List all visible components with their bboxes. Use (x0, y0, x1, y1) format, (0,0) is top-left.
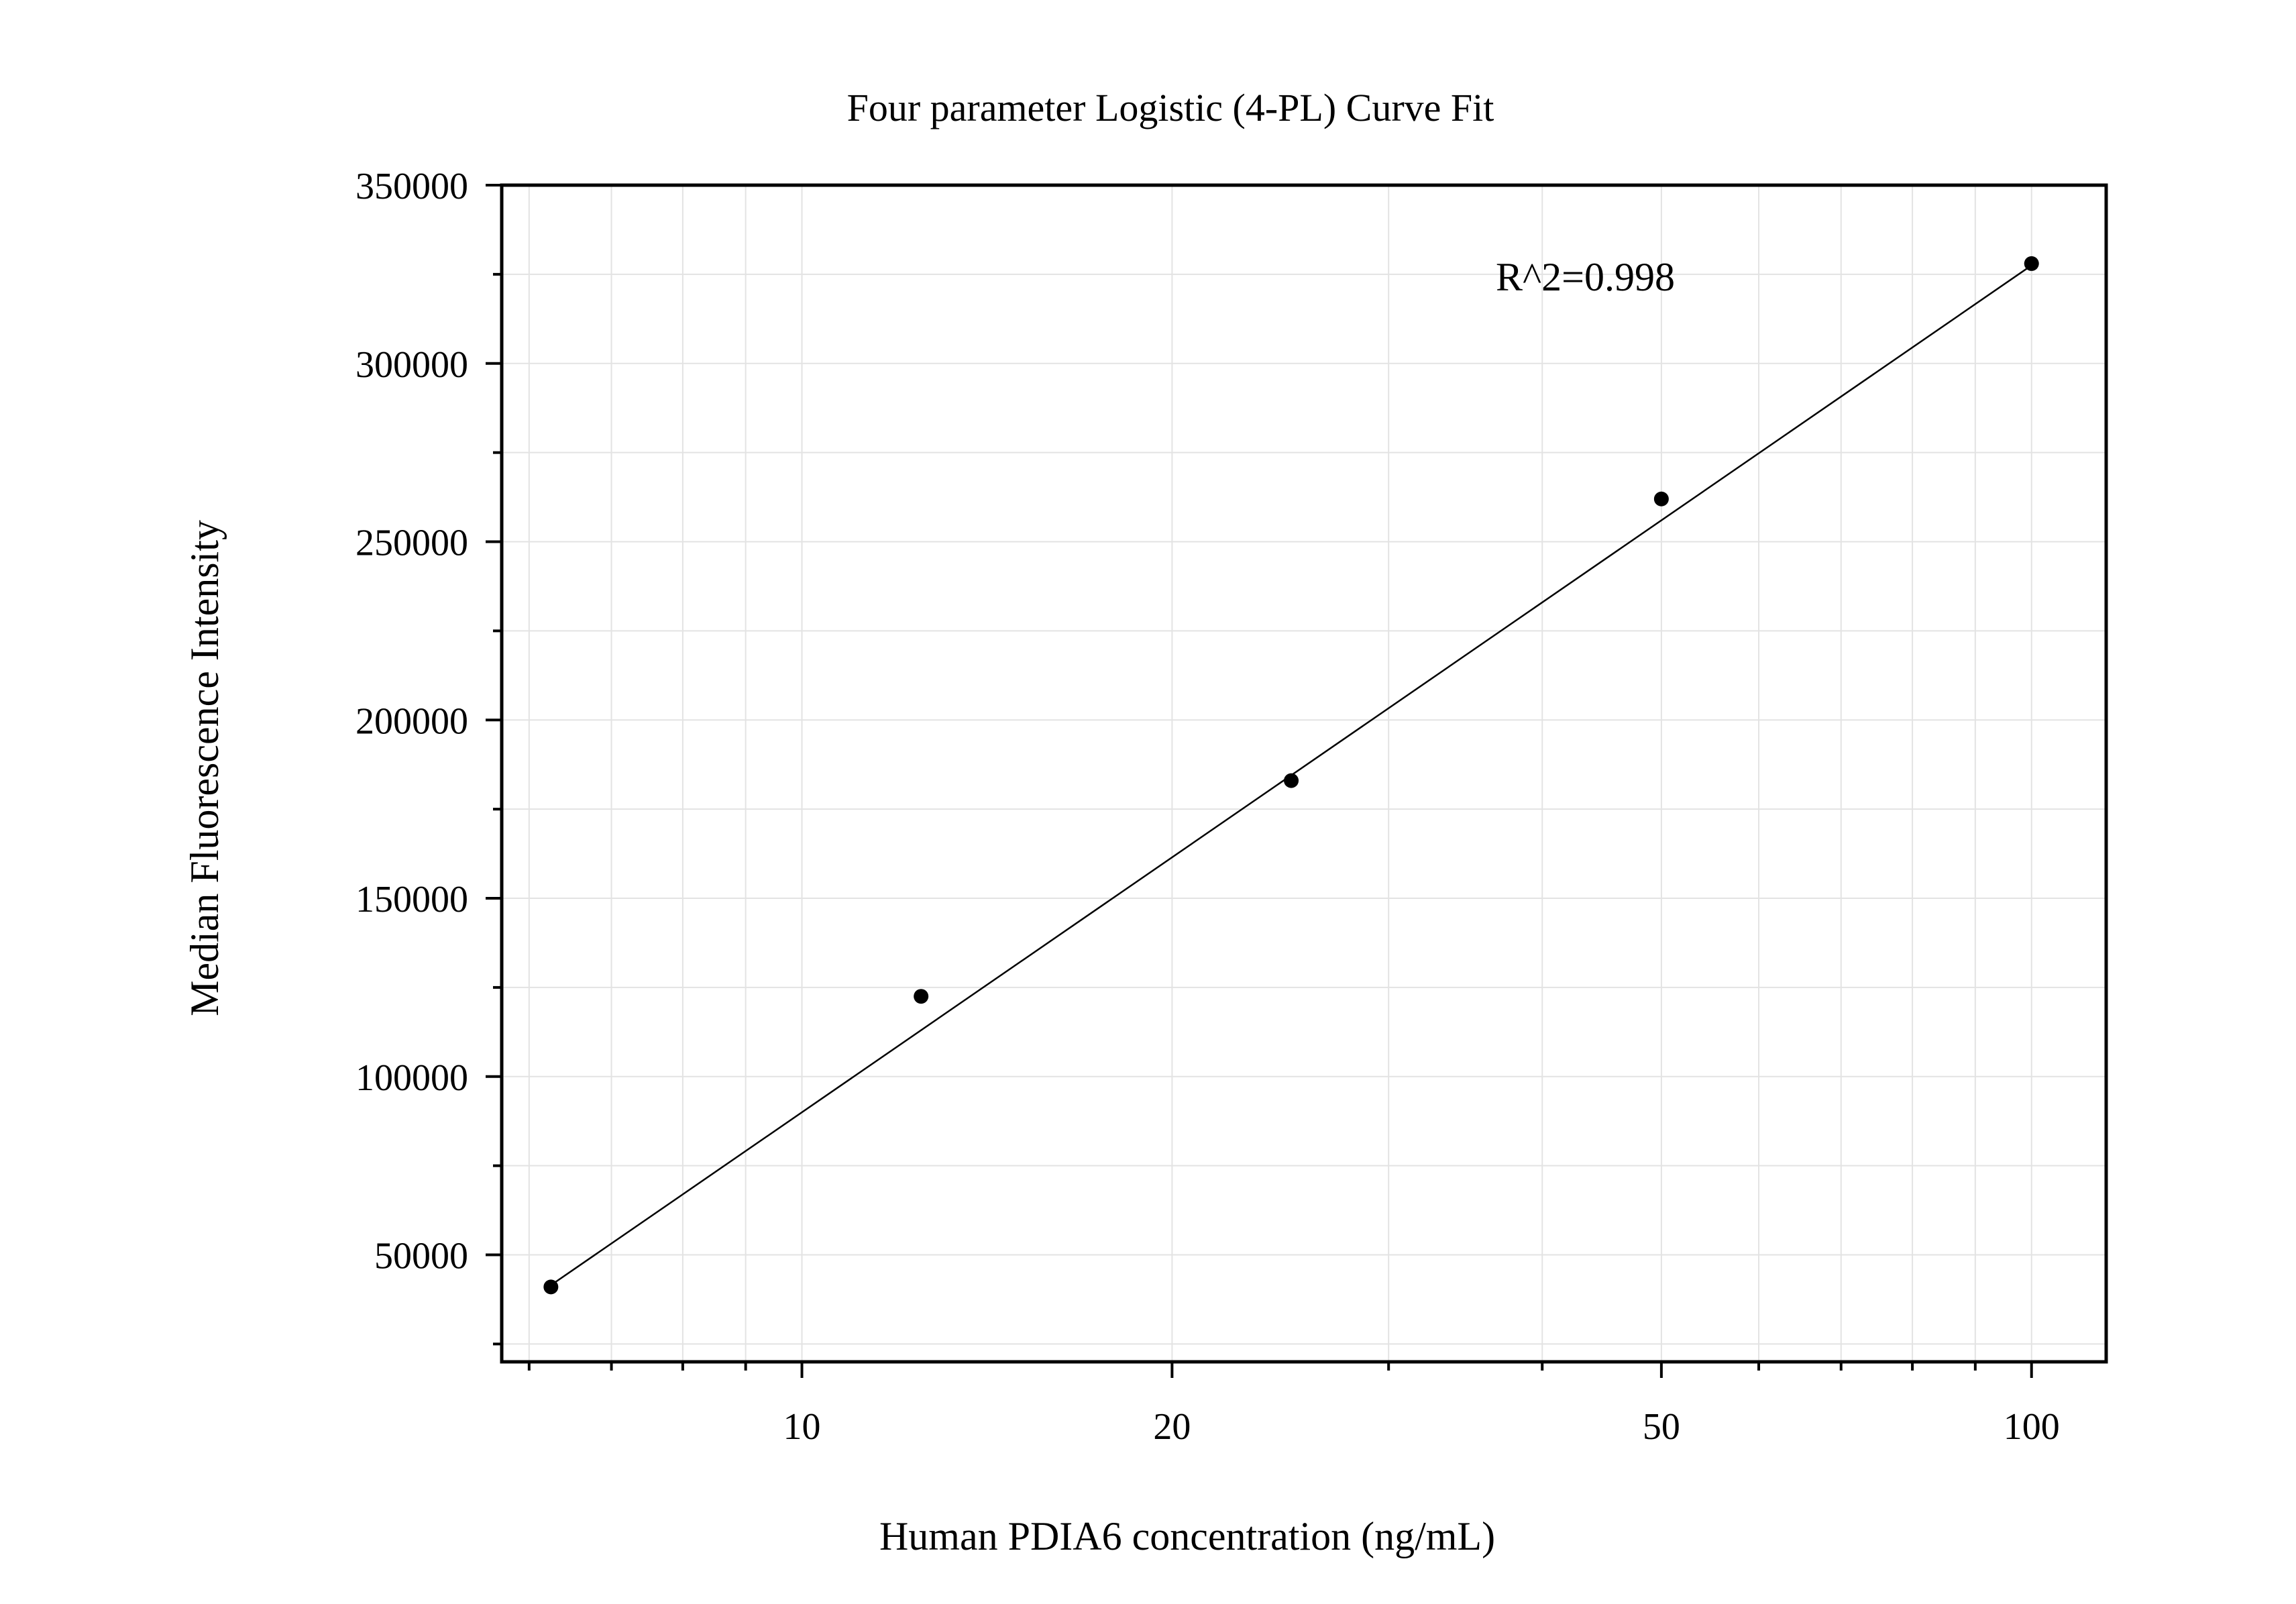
data-point (543, 1279, 559, 1295)
y-tick-label: 100000 (356, 1057, 468, 1099)
y-tick-label: 300000 (356, 344, 468, 386)
x-tick-label: 20 (1153, 1406, 1191, 1448)
x-tick-label: 50 (1643, 1406, 1680, 1448)
y-tick-label: 150000 (356, 879, 468, 920)
plot-frame (500, 183, 2108, 1364)
x-tick-label: 100 (2004, 1406, 2060, 1448)
data-point (914, 989, 929, 1004)
r-squared-annotation: R^2=0.998 (1496, 255, 1675, 299)
y-tick-label: 250000 (356, 523, 468, 564)
grid-lines (502, 185, 2106, 1362)
data-points (543, 256, 2039, 1295)
x-tick-label: 10 (783, 1406, 821, 1448)
y-tick-labels: 50000 100000 150000 200000 250000 300000 35000… (356, 166, 468, 1277)
x-axis-label: Human PDIA6 concentration (ng/mL) (879, 1514, 1495, 1558)
x-tick-labels: 10 20 50 100 (783, 1406, 2060, 1448)
data-point (1284, 773, 1299, 788)
data-point (1653, 491, 1669, 506)
chart-title: Four parameter Logistic (4-PL) Curve Fit (847, 86, 1494, 129)
data-point (2024, 256, 2039, 271)
y-tick-label: 350000 (356, 166, 468, 207)
y-axis-label: Median Fluorescence Intensity (182, 520, 227, 1016)
y-tick-label: 200000 (356, 700, 468, 742)
y-tick-label: 50000 (374, 1236, 468, 1277)
